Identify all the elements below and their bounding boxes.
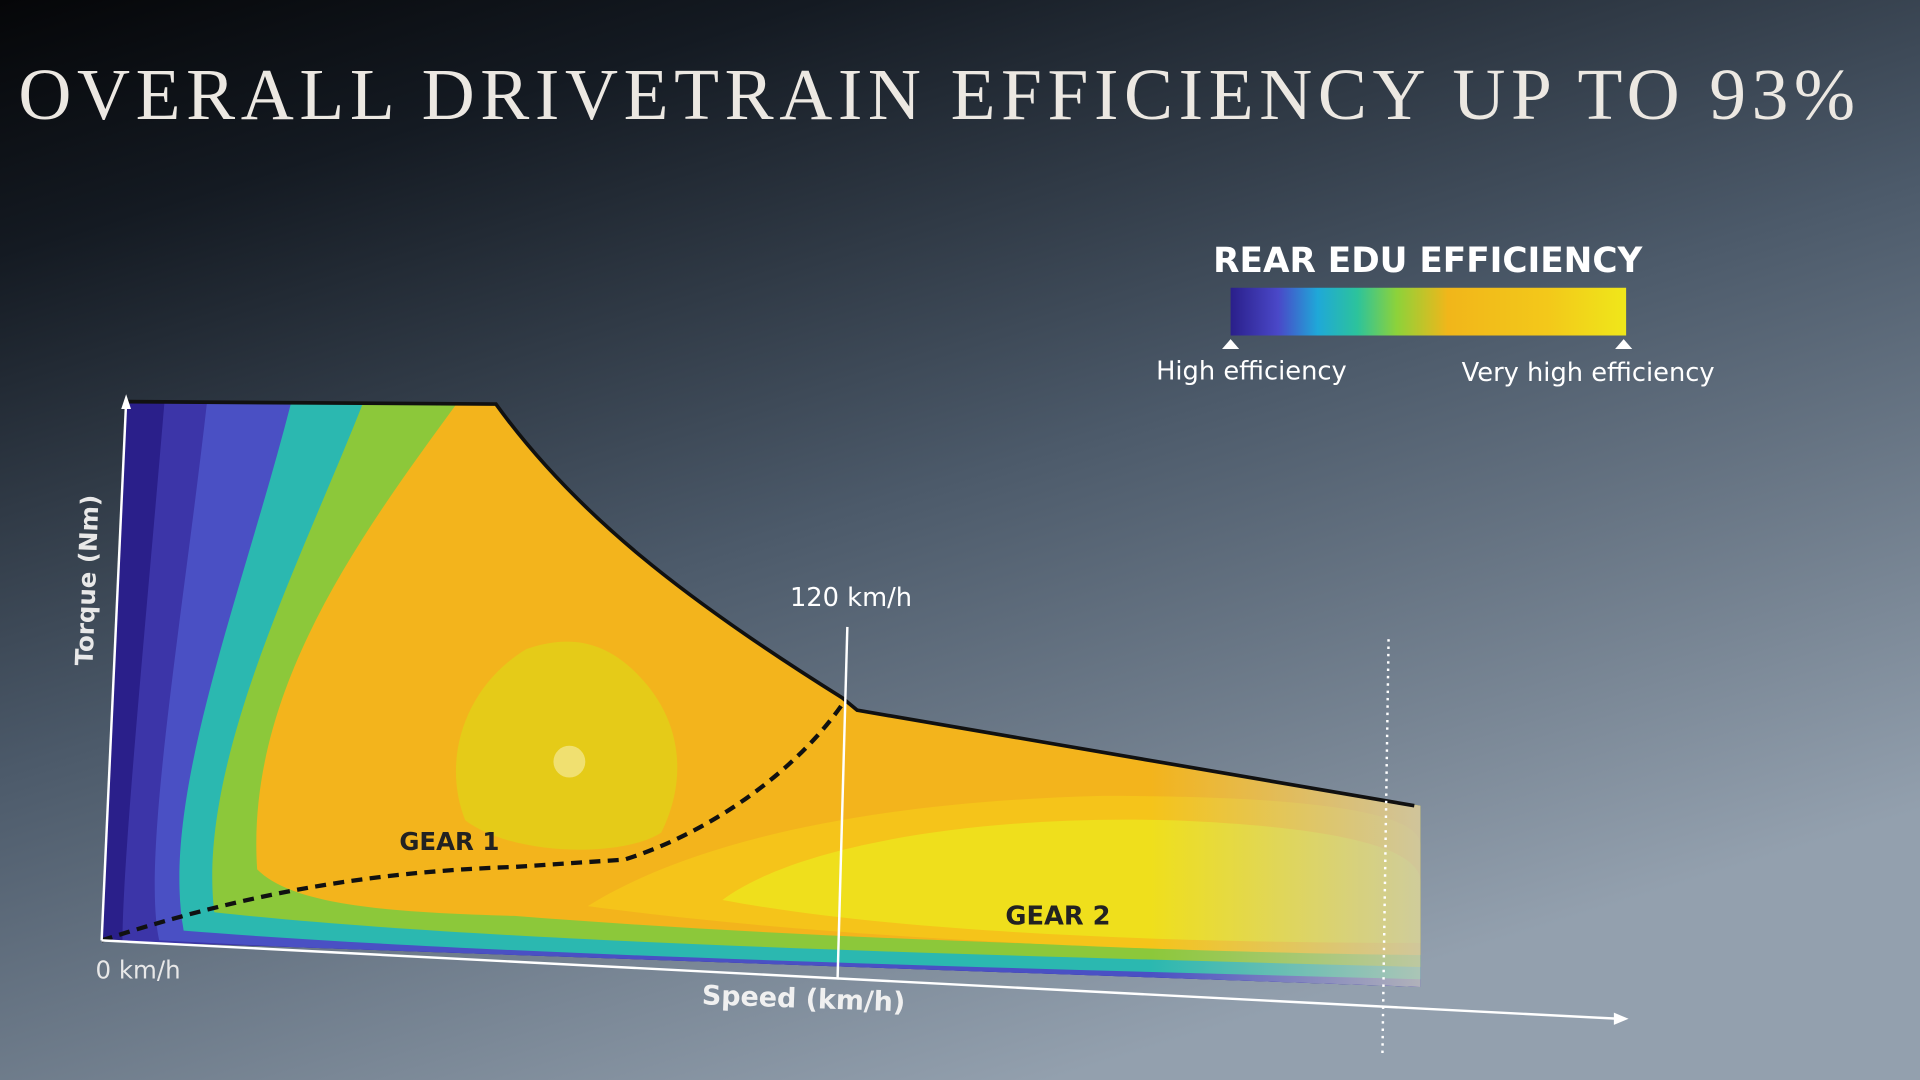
gear-1-label: GEAR 1 — [399, 827, 499, 856]
max-speed-line — [1381, 639, 1390, 1054]
y-axis-arrow — [121, 394, 132, 409]
legend-marker — [1615, 339, 1633, 349]
speed-marker-label: 120 km/h — [790, 583, 912, 613]
legend-title: REAR EDU EFFICIENCY — [1213, 241, 1643, 281]
gear-shift-line — [100, 702, 845, 943]
y-axis-label: Torque (Nm) — [70, 494, 105, 666]
gear-2-label: GEAR 2 — [1005, 901, 1110, 931]
legend-high-label: Very high efficiency — [1462, 358, 1715, 388]
legend-marker — [1222, 339, 1240, 349]
x-origin-label: 0 km/h — [96, 955, 181, 984]
x-axis-arrow — [1613, 1012, 1629, 1025]
slide-title: OVERALL DRIVETRAIN EFFICIENCY UP TO 93% — [18, 54, 1855, 135]
y-axis — [100, 401, 128, 941]
torque-envelope — [126, 399, 1415, 808]
x-axis-label: Speed (km/h) — [701, 980, 905, 1018]
legend-low-label: High efficiency — [1156, 357, 1347, 387]
zone-yellow-gear1 — [455, 641, 678, 850]
peak-marker — [553, 745, 586, 778]
legend-bar — [1230, 287, 1627, 336]
x-axis — [101, 939, 1619, 1020]
speed-marker-line — [836, 626, 849, 980]
legend: REAR EDU EFFICIENCY High efficiency Very… — [1156, 241, 1715, 388]
